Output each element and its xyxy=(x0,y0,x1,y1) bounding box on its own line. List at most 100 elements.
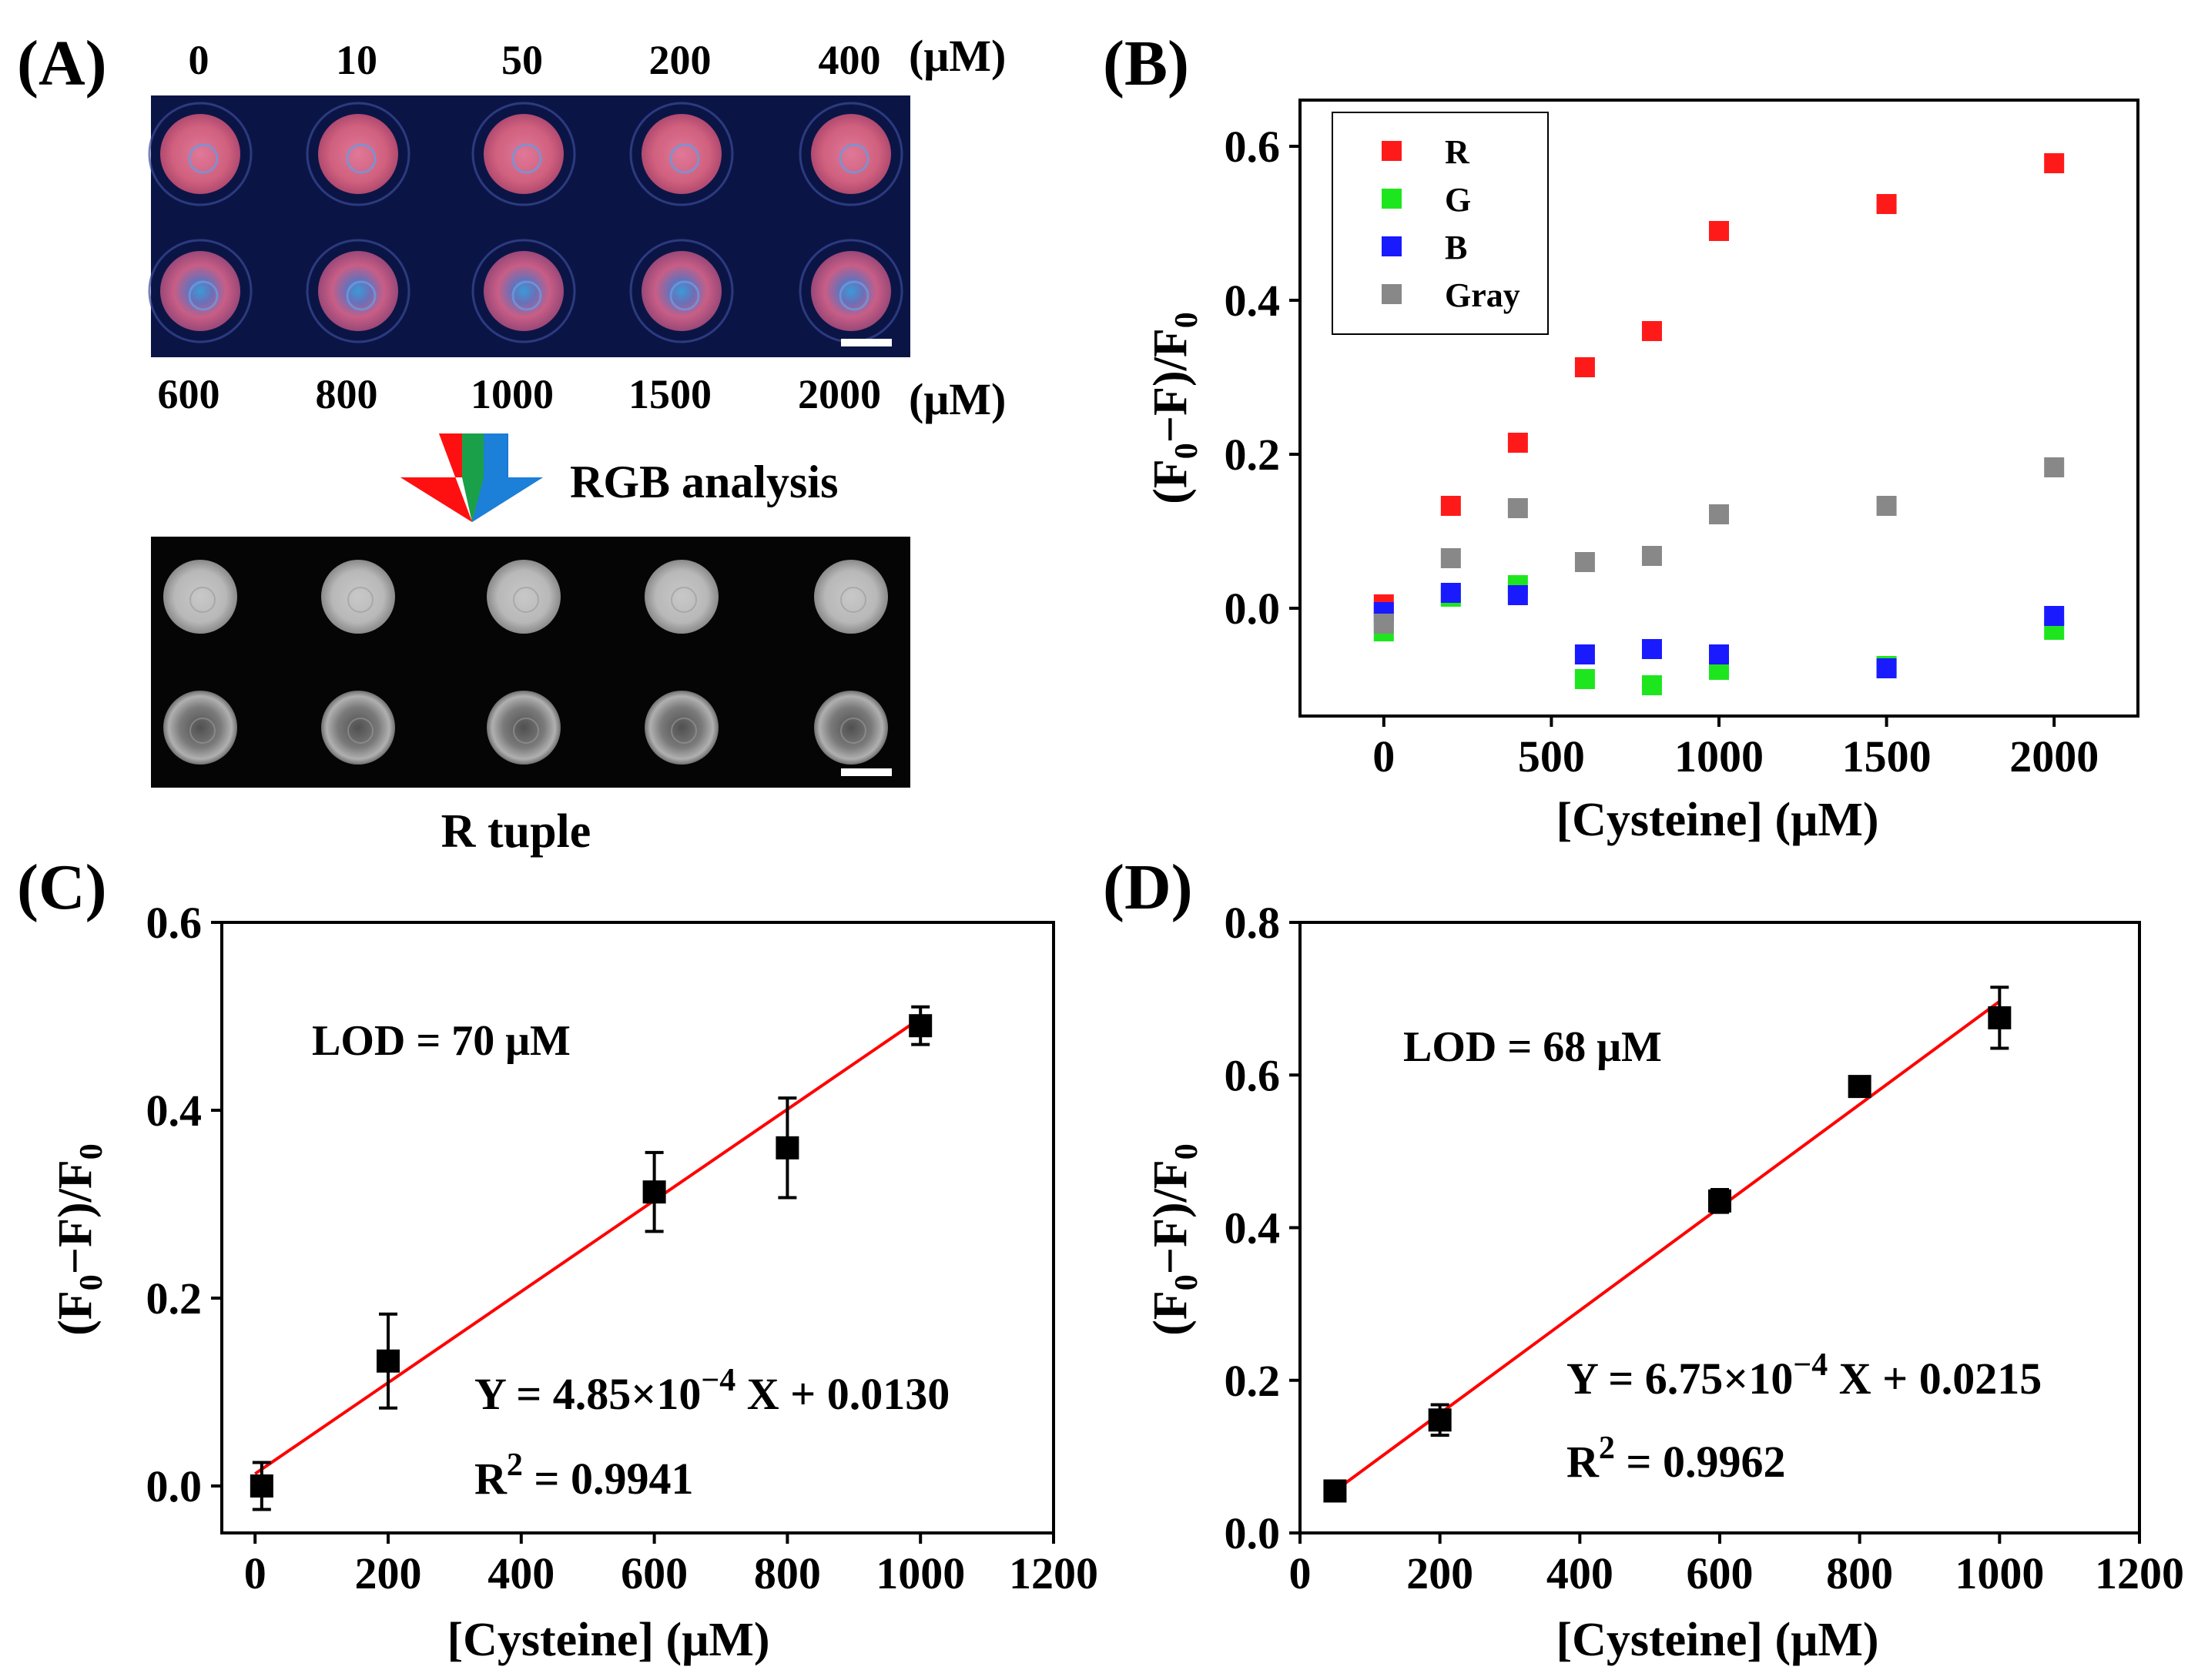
fluorescence-well xyxy=(471,102,576,206)
panel-c-xlabel: [Cysteine] (μM) xyxy=(447,1614,769,1666)
y-tick-label: 0.0 xyxy=(1225,584,1281,634)
y-tick-label: 0.2 xyxy=(1225,430,1281,480)
y-tick-label: 0.6 xyxy=(1225,1050,1281,1100)
panel-a-label: (A) xyxy=(17,28,107,99)
concentration-label-bottom: 1000 xyxy=(471,371,554,417)
x-tick-label: 500 xyxy=(1518,731,1585,781)
fluorescence-well xyxy=(471,239,576,343)
x-tick-label: 1200 xyxy=(2095,1548,2184,1598)
data-point-b xyxy=(2044,606,2065,626)
x-tick-label: 0 xyxy=(1372,731,1395,781)
panel-a: (A) (μM) (μM) 0 10 50 200 400 600 800 1000 1500… xyxy=(17,28,1006,858)
panel-b-label: (B) xyxy=(1103,28,1189,99)
data-point-r xyxy=(2044,153,2065,173)
y-tick-label: 0.4 xyxy=(1225,276,1281,326)
scale-bar-gray xyxy=(841,768,892,776)
x-tick-label: 400 xyxy=(1546,1548,1613,1598)
data-point-g xyxy=(1641,675,1662,695)
data-point xyxy=(1708,1189,1731,1213)
panel-b-legend: RGB Gray xyxy=(1332,112,1549,335)
x-tick-label: 400 xyxy=(488,1548,555,1598)
x-tick-label: 0 xyxy=(1289,1548,1312,1598)
data-point-r xyxy=(1641,321,1662,341)
data-point-b xyxy=(1709,644,1729,664)
data-point xyxy=(776,1136,799,1160)
grayscale-well xyxy=(487,560,561,634)
data-point-g xyxy=(1574,669,1595,689)
panel-c-axes-frame xyxy=(220,921,1055,1534)
y-axis-label: (F0−F)/F0 xyxy=(1144,1143,1205,1335)
data-point-gray xyxy=(1373,614,1394,634)
legend-marker xyxy=(1382,236,1402,256)
data-point-b xyxy=(1507,585,1528,605)
legend-marker xyxy=(1382,141,1402,161)
y-tick-label: 0.0 xyxy=(146,1461,203,1511)
data-point xyxy=(377,1349,400,1373)
x-tick-label: 800 xyxy=(1826,1548,1893,1598)
y-tick-label: 0.4 xyxy=(1225,1203,1281,1253)
y-tick-label: 0.0 xyxy=(1225,1508,1281,1558)
fluorescence-well xyxy=(799,239,903,343)
data-point xyxy=(909,1014,933,1038)
legend-label: R xyxy=(1445,133,1470,171)
grayscale-well xyxy=(487,691,561,765)
x-tick-label: 1000 xyxy=(1955,1548,2044,1598)
x-tick-label: 0 xyxy=(244,1548,266,1598)
x-tick-label: 1500 xyxy=(1842,731,1932,781)
panel-d-label: (D) xyxy=(1103,852,1193,923)
fluorescence-well xyxy=(306,102,410,206)
x-tick-label: 1000 xyxy=(1674,731,1764,781)
concentration-label-top: 10 xyxy=(336,37,377,83)
panel-b-ylabel: (F0−F)/F0 xyxy=(1144,312,1205,504)
x-tick-label: 600 xyxy=(1687,1548,1754,1598)
panel-c-lod: LOD = 70 μM xyxy=(312,1017,571,1065)
data-point-gray xyxy=(2044,457,2065,477)
fluorescence-well xyxy=(799,102,903,206)
data-point xyxy=(250,1474,273,1498)
panel-d: (D) 0.0 0.2 0.4 0.6 0.8 0 200 400 600 800 1000 120… xyxy=(1103,852,2184,1666)
data-point-b xyxy=(1574,644,1595,664)
legend-box xyxy=(1332,112,1549,335)
fluorescence-well xyxy=(306,239,410,343)
panel-c: (C) 0.0 0.2 0.4 0.6 0 200 400 600 800 1000 1200 L… xyxy=(17,852,1098,1666)
r-squared: R2 = 0.9941 xyxy=(474,1447,693,1504)
panel-d-xlabel: [Cysteine] (μM) xyxy=(1556,1614,1878,1666)
data-point-r xyxy=(1507,433,1528,453)
grayscale-well xyxy=(321,560,395,634)
x-tick-label: 2000 xyxy=(2009,731,2099,781)
concentration-label-bottom: 600 xyxy=(158,371,220,417)
grayscale-well xyxy=(814,560,888,634)
data-point xyxy=(1848,1075,1871,1099)
data-point xyxy=(642,1180,666,1204)
grayscale-well xyxy=(814,691,888,765)
grayscale-well xyxy=(645,691,719,765)
data-point-b xyxy=(1876,658,1897,678)
unit-label-top: (μM) xyxy=(909,31,1006,81)
legend-marker xyxy=(1382,189,1402,209)
data-point xyxy=(1988,1006,2012,1029)
legend-label: G xyxy=(1445,181,1471,219)
legend-label: Gray xyxy=(1445,276,1520,314)
y-tick-label: 0.4 xyxy=(146,1086,203,1136)
fluorescence-well xyxy=(629,102,734,206)
concentration-label-bottom: 1500 xyxy=(628,371,712,417)
concentration-label-bottom: 800 xyxy=(316,371,378,417)
rgb-arrow xyxy=(400,433,543,522)
panel-d-lod: LOD = 68 μM xyxy=(1403,1023,1662,1071)
rgb-analysis-label: RGB analysis xyxy=(570,457,838,507)
concentration-label-top: 400 xyxy=(819,37,881,83)
y-tick-label: 0.2 xyxy=(146,1273,203,1324)
data-point-gray xyxy=(1876,496,1897,516)
x-tick-label: 800 xyxy=(754,1548,821,1598)
fluorescence-well xyxy=(148,102,253,206)
data-point-gray xyxy=(1507,498,1528,518)
data-point-gray xyxy=(1574,552,1595,572)
x-tick-label: 200 xyxy=(355,1548,422,1598)
legend-marker xyxy=(1382,284,1402,304)
fluorescence-well xyxy=(148,239,253,343)
r-squared: R2 = 0.9962 xyxy=(1566,1431,1785,1487)
grayscale-well xyxy=(163,691,237,765)
data-point-r xyxy=(1876,194,1897,214)
data-point xyxy=(1323,1479,1347,1503)
